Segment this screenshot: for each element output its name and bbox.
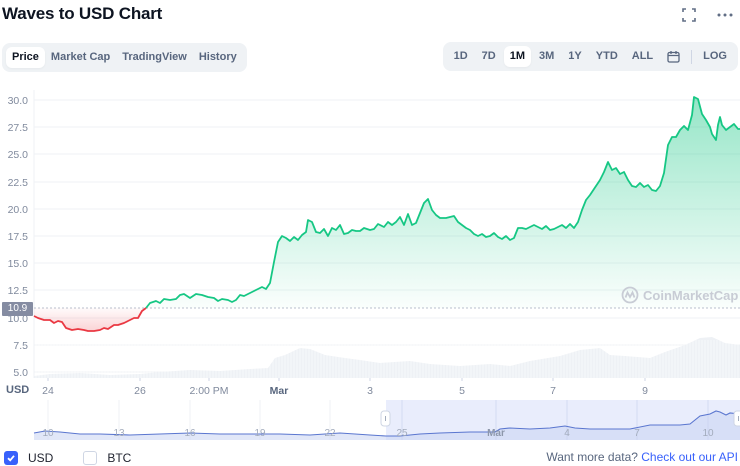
- x-label-9: 9: [642, 385, 648, 397]
- svg-text:4: 4: [564, 428, 570, 439]
- time-range-selector: 1D 7D 1M 3M 1Y YTD ALL LOG: [442, 42, 738, 71]
- tab-tradingview[interactable]: TradingView: [122, 51, 187, 63]
- range-7d[interactable]: 7D: [481, 50, 496, 62]
- x-ticks: [47, 378, 646, 381]
- range-1m[interactable]: 1M: [503, 46, 532, 67]
- svg-text:7.5: 7.5: [13, 340, 28, 352]
- range-1d[interactable]: 1D: [453, 50, 468, 62]
- svg-text:19: 19: [254, 428, 266, 439]
- api-link[interactable]: Check out our API: [641, 450, 738, 464]
- svg-text:30.0: 30.0: [8, 95, 29, 107]
- x-label-26: 26: [134, 385, 146, 397]
- price-chart[interactable]: 30.0 27.5 25.0 22.5 20.0 17.5 15.0 12.5 …: [0, 80, 740, 385]
- fullscreen-icon[interactable]: [680, 6, 698, 24]
- legend-btc[interactable]: BTC: [83, 451, 131, 465]
- x-label-3: 3: [367, 385, 373, 397]
- svg-text:20.0: 20.0: [8, 204, 29, 216]
- y-axis-labels: 30.0 27.5 25.0 22.5 20.0 17.5 15.0 12.5 …: [8, 95, 29, 379]
- api-prompt: Want more data?: [546, 450, 642, 464]
- navigator-handle-right[interactable]: [733, 410, 740, 427]
- page-title: Waves to USD Chart: [2, 4, 163, 23]
- tab-market-cap[interactable]: Market Cap: [50, 51, 111, 63]
- volume-bars: [34, 337, 740, 378]
- svg-text:15.0: 15.0: [8, 258, 29, 270]
- coinmarketcap-watermark: CoinMarketCap: [621, 286, 738, 304]
- currency-axis-label: USD: [6, 384, 30, 396]
- svg-text:12.5: 12.5: [8, 285, 29, 297]
- svg-text:17.5: 17.5: [8, 231, 29, 243]
- svg-text:Mar: Mar: [487, 428, 505, 439]
- checkmark-icon: [7, 455, 15, 462]
- currency-legend: USD BTC: [4, 451, 153, 465]
- price-line-up: [145, 96, 740, 309]
- usd-checkbox[interactable]: [4, 451, 18, 465]
- calendar-button[interactable]: [661, 46, 686, 67]
- range-1y[interactable]: 1Y: [568, 50, 582, 62]
- api-promo: Want more data? Check out our API: [546, 450, 738, 464]
- svg-text:16: 16: [184, 428, 196, 439]
- x-label-7: 7: [550, 385, 556, 397]
- btc-checkbox[interactable]: [83, 451, 98, 465]
- price-area-down: [34, 308, 146, 331]
- legend-usd[interactable]: USD: [4, 451, 53, 465]
- svg-text:22.5: 22.5: [8, 177, 29, 189]
- range-ytd[interactable]: YTD: [595, 50, 618, 62]
- calendar-icon: [667, 51, 680, 63]
- navigator-handle-left[interactable]: [380, 410, 391, 427]
- header-actions: [680, 6, 734, 24]
- svg-text:25.0: 25.0: [8, 149, 29, 161]
- navigator-labels: 10 13 16 19 22 25 Mar 4 7 10: [42, 428, 714, 439]
- range-divider: [691, 49, 693, 64]
- current-price-tag: 10.9: [2, 302, 33, 316]
- svg-text:22: 22: [324, 428, 336, 439]
- svg-text:25: 25: [396, 428, 408, 439]
- svg-text:10.0: 10.0: [8, 313, 29, 325]
- svg-text:5.0: 5.0: [13, 367, 28, 379]
- price-area-up: [146, 97, 740, 308]
- svg-text:10: 10: [702, 428, 714, 439]
- x-label-mar: Mar: [269, 385, 289, 397]
- svg-text:7: 7: [634, 428, 640, 439]
- btc-label: BTC: [107, 451, 132, 465]
- coinmarketcap-logo-icon: [621, 286, 639, 304]
- usd-label: USD: [28, 451, 54, 465]
- price-line-down: [33, 307, 147, 332]
- svg-text:13: 13: [113, 428, 125, 439]
- range-3m[interactable]: 3M: [539, 50, 555, 62]
- x-label-24: 24: [42, 385, 54, 397]
- navigator-line: [33, 410, 740, 437]
- log-scale-toggle[interactable]: LOG: [703, 50, 727, 62]
- x-label-5: 5: [459, 385, 465, 397]
- tab-price[interactable]: Price: [6, 47, 45, 68]
- tab-history[interactable]: History: [198, 51, 237, 63]
- svg-text:27.5: 27.5: [8, 122, 29, 134]
- chart-type-tabs: Price Market Cap TradingView History: [2, 43, 247, 72]
- more-icon[interactable]: [716, 6, 734, 24]
- navigator-area: [34, 411, 740, 440]
- x-label-2pm: 2:00 PM: [189, 385, 229, 397]
- range-all[interactable]: ALL: [631, 50, 654, 62]
- svg-text:10: 10: [42, 428, 54, 439]
- range-navigator[interactable]: 10 13 16 19 22 25 Mar 4 7 10: [0, 398, 740, 440]
